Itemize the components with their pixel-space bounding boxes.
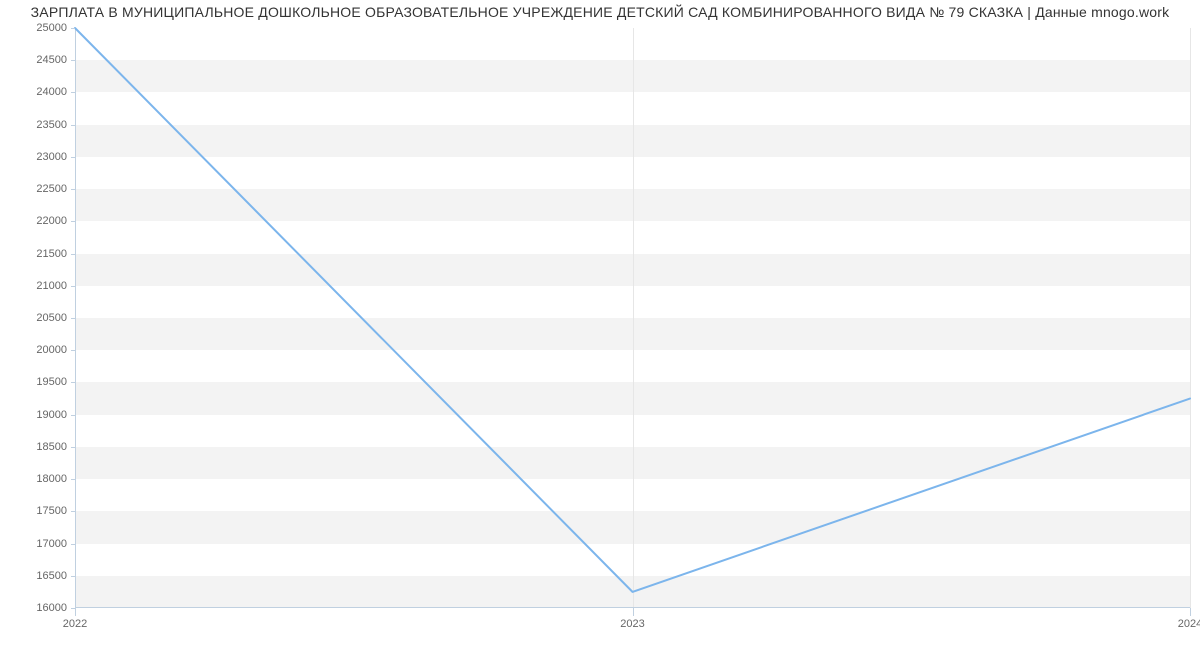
y-tick (71, 479, 75, 480)
series-line (75, 28, 1190, 592)
y-tick-label: 24000 (36, 86, 67, 98)
x-tick-label: 2022 (63, 618, 87, 630)
y-tick-label: 22000 (36, 215, 67, 227)
y-tick (71, 447, 75, 448)
y-tick-label: 20000 (36, 344, 67, 356)
y-tick (71, 286, 75, 287)
y-tick (71, 189, 75, 190)
x-tick (75, 608, 76, 616)
y-tick (71, 576, 75, 577)
y-tick (71, 157, 75, 158)
y-tick (71, 544, 75, 545)
y-tick-label: 21000 (36, 280, 67, 292)
y-tick-label: 16000 (36, 602, 67, 614)
y-tick-label: 17500 (36, 505, 67, 517)
y-tick-label: 23500 (36, 119, 67, 131)
x-tick-label: 2024 (1178, 618, 1200, 630)
x-tick (1190, 608, 1191, 616)
y-tick-label: 19500 (36, 376, 67, 388)
y-tick-label: 21500 (36, 248, 67, 260)
y-tick-label: 20500 (36, 312, 67, 324)
x-tick (633, 608, 634, 616)
y-tick (71, 28, 75, 29)
chart-title: ЗАРПЛАТА В МУНИЦИПАЛЬНОЕ ДОШКОЛЬНОЕ ОБРА… (0, 4, 1200, 20)
salary-line-chart: ЗАРПЛАТА В МУНИЦИПАЛЬНОЕ ДОШКОЛЬНОЕ ОБРА… (0, 0, 1200, 650)
y-tick-label: 19000 (36, 409, 67, 421)
y-tick (71, 318, 75, 319)
y-tick-label: 25000 (36, 22, 67, 34)
y-tick (71, 254, 75, 255)
y-tick (71, 125, 75, 126)
line-series (75, 28, 1190, 608)
y-tick (71, 382, 75, 383)
y-tick-label: 17000 (36, 538, 67, 550)
y-tick (71, 511, 75, 512)
x-tick-label: 2023 (620, 618, 644, 630)
y-tick (71, 92, 75, 93)
plot-area: 1600016500170001750018000185001900019500… (75, 28, 1190, 608)
y-tick (71, 221, 75, 222)
y-tick-label: 23000 (36, 151, 67, 163)
y-tick (71, 350, 75, 351)
y-tick-label: 18000 (36, 473, 67, 485)
y-tick-label: 18500 (36, 441, 67, 453)
y-tick-label: 16500 (36, 570, 67, 582)
y-tick-label: 22500 (36, 183, 67, 195)
y-tick-label: 24500 (36, 54, 67, 66)
x-gridline (1190, 28, 1191, 608)
y-tick (71, 60, 75, 61)
y-tick (71, 415, 75, 416)
